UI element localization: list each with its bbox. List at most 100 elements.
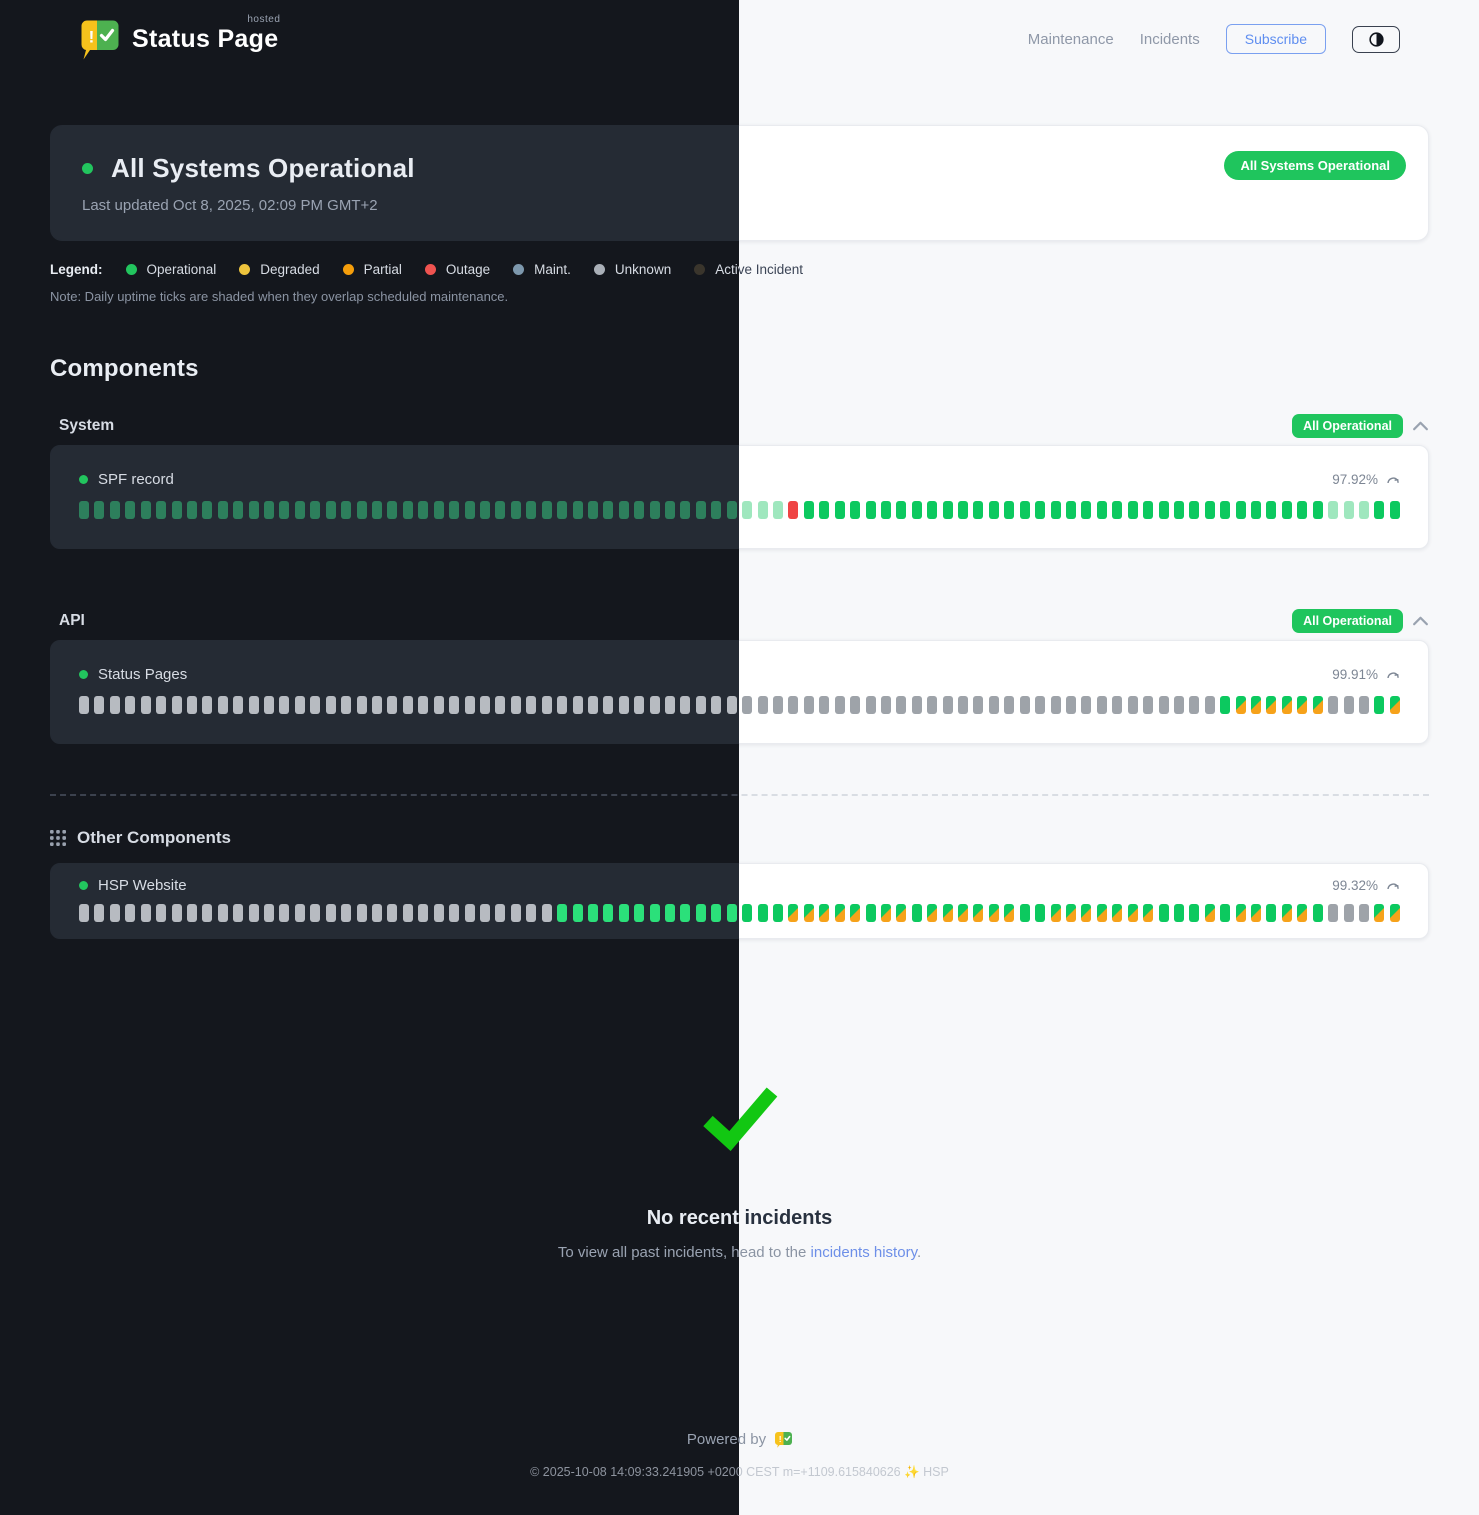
footer-logo-icon[interactable]: ! (775, 1431, 793, 1448)
copyright-text: © 2025-10-08 14:09:33.241905 +0200 CEST … (530, 1465, 949, 1479)
history-arrow-icon[interactable] (1386, 474, 1400, 486)
uptime-tick (1235, 501, 1246, 519)
legend-note: Note: Daily uptime ticks are shaded when… (50, 289, 509, 304)
uptime-tick (1359, 696, 1370, 714)
uptime-tick (834, 501, 845, 519)
incidents-history-link[interactable]: incidents history (810, 1244, 917, 1261)
uptime-tick (880, 904, 891, 922)
uptime-tick (587, 696, 598, 714)
uptime-tick (865, 904, 876, 922)
component-name: HSP Website (98, 877, 187, 894)
uptime-tick (233, 696, 244, 714)
history-arrow-icon[interactable] (1386, 880, 1400, 892)
legend-item-operational: Operational (125, 262, 216, 277)
degraded-dot-icon (239, 264, 251, 275)
uptime-tick (834, 696, 845, 714)
uptime-tick (264, 904, 275, 922)
uptime-tick (1328, 904, 1339, 922)
powered-by-text: Powered by (739, 1431, 766, 1448)
uptime-tick (1297, 696, 1308, 714)
uptime-tick (958, 501, 969, 519)
component-card: SPF record 97.92% (739, 445, 1429, 549)
uptime-tick (649, 904, 660, 922)
uptime-percentage: 99.91% (1332, 667, 1378, 682)
uptime-tick (1127, 696, 1138, 714)
uptime-tick (896, 501, 907, 519)
uptime-tick (1081, 501, 1092, 519)
uptime-tick (433, 696, 444, 714)
uptime-tick (217, 904, 228, 922)
outage-dot-icon (424, 264, 436, 275)
footer: Powered by ! © 2025-10-08 14:09:33.24190… (530, 1431, 1429, 1480)
legend-item-outage: Outage (424, 262, 490, 277)
uptime-tick (711, 501, 722, 519)
uptime-tick (742, 501, 753, 519)
uptime-tick (1220, 904, 1231, 922)
uptime-tick (325, 904, 336, 922)
uptime-tick (1266, 696, 1277, 714)
unknown-dot-icon (593, 264, 605, 275)
uptime-tick (140, 696, 151, 714)
component-group-system: System All Operational SPF record 97.92% (739, 414, 1429, 549)
brand-logo: ! Status Page hosted (80, 14, 280, 60)
subtitle-text: To view all past incidents, head to the (739, 1244, 811, 1261)
uptime-tick (896, 696, 907, 714)
uptime-tick (772, 904, 783, 922)
history-arrow-icon[interactable] (1386, 669, 1400, 681)
uptime-tick (1096, 904, 1107, 922)
uptime-tick (356, 904, 367, 922)
nav-maintenance[interactable]: Maintenance (1027, 30, 1114, 48)
subscribe-button[interactable]: Subscribe (1225, 24, 1326, 54)
uptime-tick (1019, 501, 1030, 519)
uptime-tick (479, 904, 490, 922)
uptime-tick (372, 904, 383, 922)
uptime-tick (1127, 904, 1138, 922)
uptime-tick (449, 696, 460, 714)
svg-text:!: ! (779, 1434, 782, 1444)
uptime-tick (202, 904, 213, 922)
uptime-tick (248, 696, 259, 714)
theme-toggle-button[interactable] (1352, 25, 1400, 53)
uptime-tick (788, 904, 799, 922)
active-incident-dot-icon (694, 264, 706, 275)
uptime-tick (1297, 904, 1308, 922)
uptime-tick (634, 696, 645, 714)
uptime-tick (1081, 904, 1092, 922)
other-components-header: Other Components (50, 828, 1429, 848)
uptime-tick (310, 904, 321, 922)
uptime-tick (1312, 904, 1323, 922)
uptime-tick (850, 696, 861, 714)
uptime-tick (372, 696, 383, 714)
uptime-tick (557, 696, 568, 714)
legend-item-label: Unknown (614, 262, 672, 277)
uptime-tick (1343, 904, 1354, 922)
uptime-tick (819, 904, 830, 922)
uptime-tick (479, 696, 490, 714)
uptime-tick (402, 696, 413, 714)
uptime-tick (927, 904, 938, 922)
uptime-tick (510, 501, 521, 519)
uptime-tick (896, 904, 907, 922)
collapse-chevron-up-icon[interactable] (1412, 421, 1429, 431)
uptime-tick (341, 696, 352, 714)
uptime-tick (557, 904, 568, 922)
uptime-tick (572, 501, 583, 519)
recent-incidents-section: No recent incidents To view all past inc… (739, 1085, 1429, 1261)
uptime-tick (372, 501, 383, 519)
uptime-tick (1173, 501, 1184, 519)
uptime-tick (186, 696, 197, 714)
uptime-tick-bar (739, 501, 1400, 519)
uptime-tick (772, 501, 783, 519)
uptime-tick (186, 501, 197, 519)
nav-incidents[interactable]: Incidents (1139, 30, 1200, 48)
uptime-tick (973, 904, 984, 922)
uptime-tick (819, 696, 830, 714)
uptime-tick (788, 696, 799, 714)
uptime-tick (1220, 501, 1231, 519)
legend: Legend: Operational Degraded Partial Out… (739, 262, 1429, 277)
uptime-tick (803, 696, 814, 714)
uptime-tick (742, 696, 753, 714)
uptime-tick (649, 696, 660, 714)
collapse-chevron-up-icon[interactable] (1412, 616, 1429, 626)
